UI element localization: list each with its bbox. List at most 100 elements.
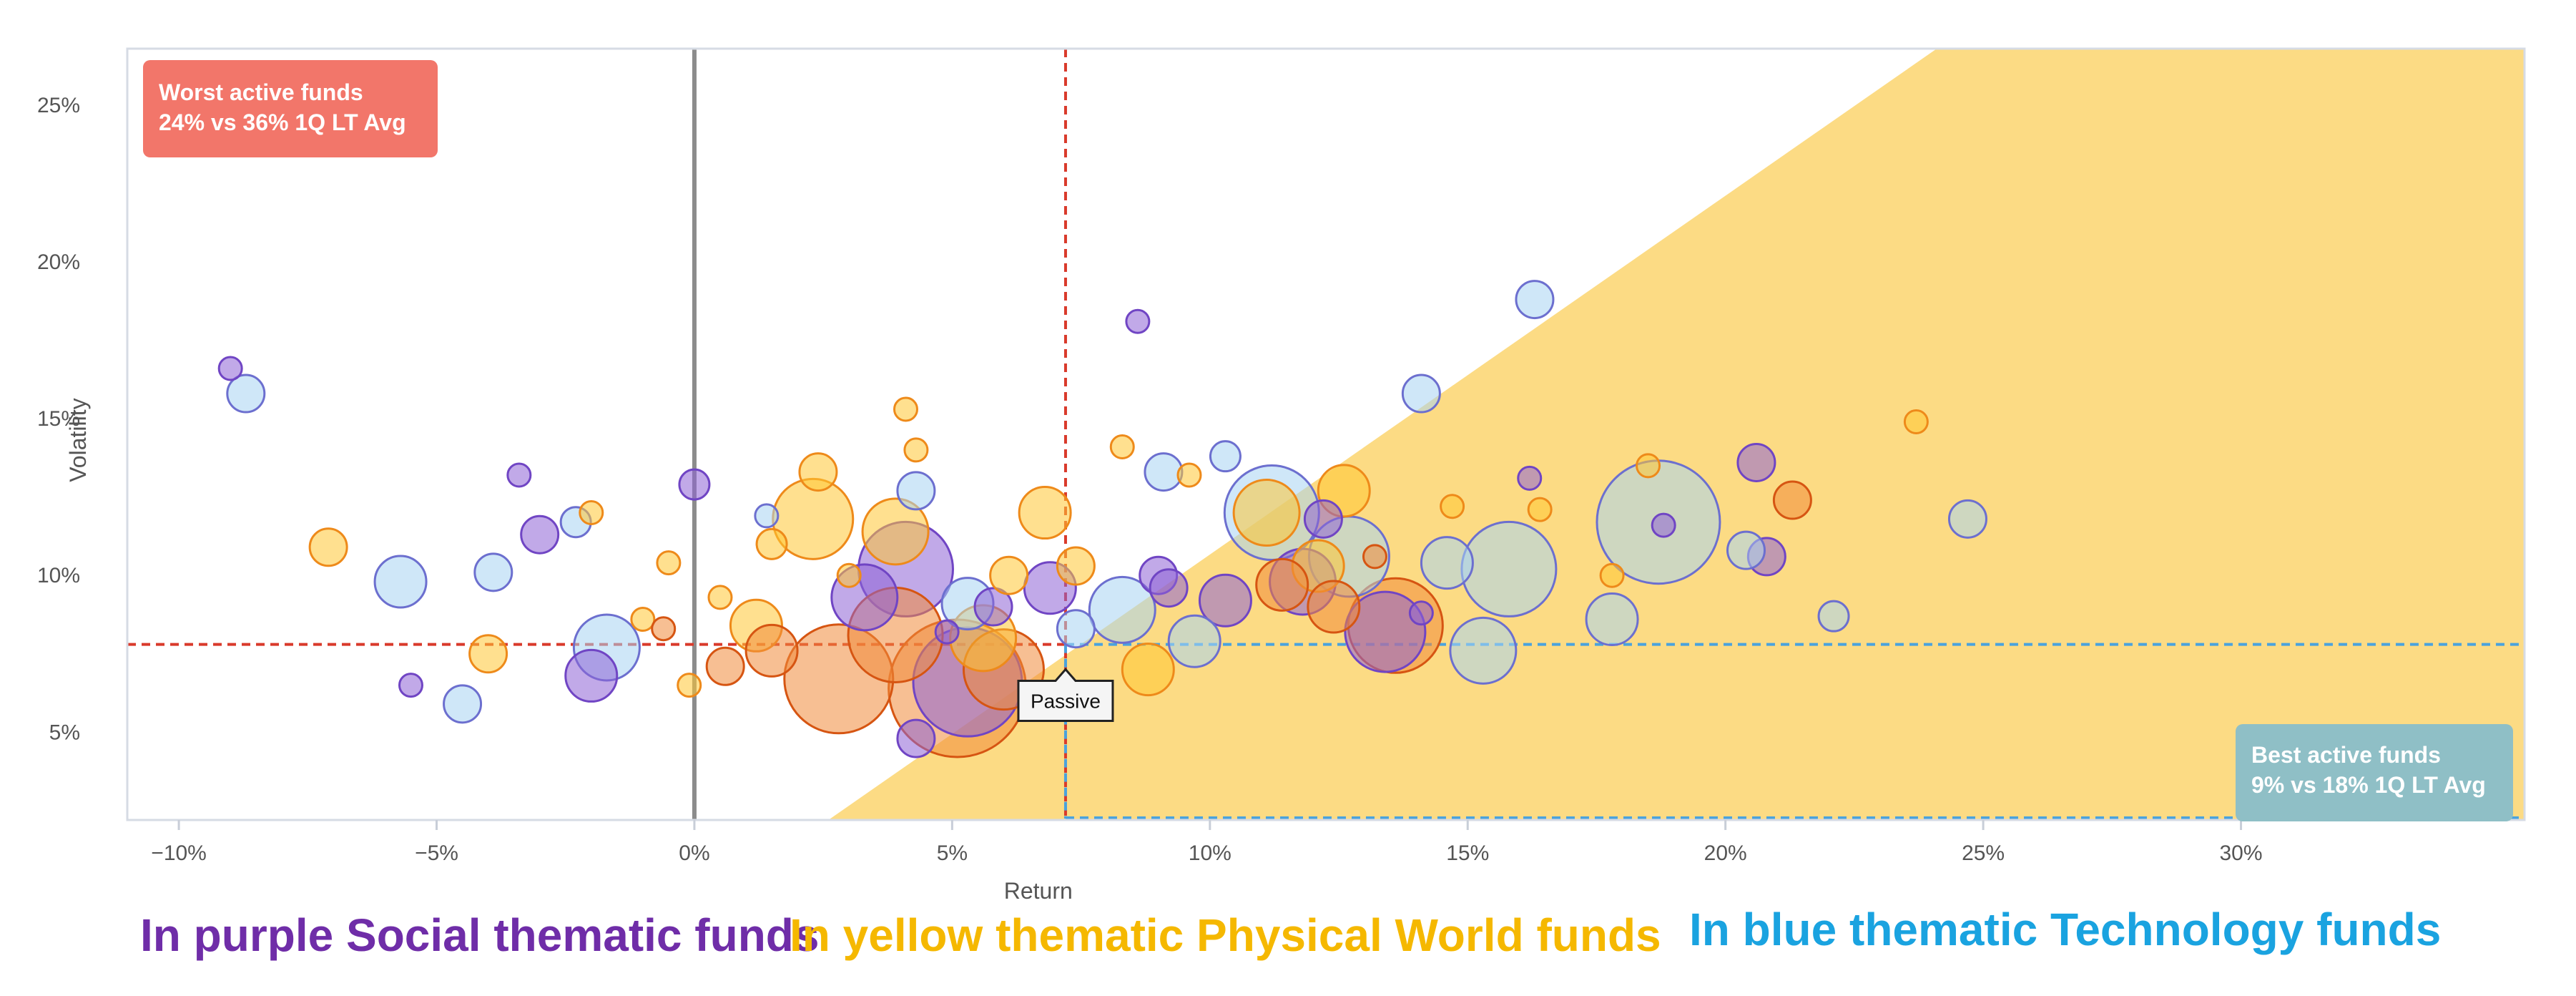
bubble-blue-6 — [754, 503, 780, 529]
caption-blue-technology: In blue thematic Technology funds — [1689, 904, 2442, 955]
passive-label: Passive — [1017, 668, 1114, 722]
plot-frame — [126, 47, 2526, 821]
bubble-purple-22 — [1651, 512, 1676, 538]
bubble-yellow-17 — [1018, 486, 1072, 540]
bubble-yellow-0 — [308, 527, 348, 567]
bubble-blue-1 — [373, 555, 428, 609]
bubble-orange-2 — [744, 623, 799, 678]
y-tick-label-2: 15% — [37, 407, 80, 431]
bubble-yellow-25 — [1440, 494, 1465, 519]
bubble-purple-13 — [1125, 308, 1151, 334]
bubble-yellow-6 — [707, 585, 733, 610]
bubble-purple-20 — [1408, 600, 1434, 626]
worst-annotation-line1: Worst active funds — [159, 79, 363, 105]
y-tick-label-4: 25% — [37, 94, 80, 117]
bubble-orange-11 — [1772, 480, 1812, 520]
bubble-purple-21 — [1517, 465, 1543, 491]
bubble-purple-11 — [973, 587, 1013, 627]
worst-active-funds-annotation: Worst active funds 24% vs 36% 1Q LT Avg — [143, 60, 438, 157]
bubble-yellow-27 — [1599, 562, 1625, 588]
bubble-blue-21 — [1585, 592, 1639, 647]
bubble-purple-19 — [1344, 590, 1427, 673]
bubble-blue-16 — [1401, 374, 1441, 414]
bubble-blue-13 — [1209, 440, 1242, 473]
bubble-blue-17 — [1420, 536, 1474, 590]
x-axis-label: Return — [1004, 878, 1073, 904]
bubble-yellow-2 — [579, 500, 604, 526]
bubble-orange-8 — [1307, 580, 1361, 634]
bubble-purple-16 — [1198, 573, 1252, 628]
bubble-purple-9 — [934, 619, 960, 645]
y-tick-label-1: 10% — [37, 564, 80, 587]
bubble-blue-12 — [1167, 614, 1221, 668]
y-axis-label: Volatility — [65, 398, 91, 482]
bubble-yellow-26 — [1527, 497, 1553, 522]
bubble-blue-2 — [443, 684, 483, 724]
y-tick-label-3: 20% — [37, 250, 80, 274]
x-tick-label-4: 10% — [1189, 841, 1232, 865]
bubble-orange-10 — [1362, 544, 1387, 570]
bubble-yellow-28 — [1636, 453, 1661, 479]
bubble-yellow-5 — [677, 673, 702, 698]
bubble-purple-2 — [506, 462, 532, 488]
best-active-funds-annotation: Best active funds 9% vs 18% 1Q LT Avg — [2236, 724, 2513, 821]
bubble-blue-25 — [1947, 499, 1987, 539]
best-annotation-line2: 9% vs 18% 1Q LT Avg — [2251, 772, 2486, 798]
x-tick-label-1: −5% — [415, 841, 458, 865]
bubble-yellow-20 — [1121, 643, 1175, 697]
bubble-blue-0 — [226, 374, 266, 414]
worst-annotation-line2: 24% vs 36% 1Q LT Avg — [159, 109, 406, 135]
best-zone-area — [828, 49, 2525, 820]
bubble-yellow-1 — [468, 634, 508, 674]
bubble-yellow-18 — [1056, 546, 1096, 586]
bubble-yellow-4 — [656, 550, 682, 576]
bubble-purple-8 — [896, 718, 936, 758]
x-tick-label-0: −10% — [151, 841, 207, 865]
bubble-yellow-13 — [893, 396, 918, 422]
bubble-yellow-16 — [989, 555, 1029, 595]
bubble-blue-11 — [1144, 452, 1184, 492]
bubble-yellow-8 — [755, 527, 788, 560]
x-tick-label-6: 20% — [1704, 841, 1747, 865]
bubble-purple-15 — [1149, 568, 1189, 608]
bubble-purple-1 — [398, 673, 423, 698]
bubble-purple-23 — [1736, 442, 1776, 482]
bubble-purple-18 — [1303, 499, 1343, 539]
bubble-blue-23 — [1726, 530, 1766, 570]
bubble-orange-0 — [651, 616, 677, 642]
bubble-yellow-29 — [1903, 409, 1929, 434]
x-tick-label-7: 25% — [1962, 841, 2005, 865]
caption-purple-social: In purple Social thematic funds — [140, 909, 820, 961]
bubble-blue-9 — [1056, 609, 1096, 649]
bubble-yellow-22 — [1232, 479, 1301, 547]
bubble-blue-24 — [1817, 600, 1850, 633]
bubble-chart: −10% −5% 0% 5% 10% 15% 20% 25% 30% 5% 10% 15% 20% 25%… — [37, 47, 2526, 904]
bubble-yellow-12 — [861, 497, 930, 566]
bubble-orange-7 — [1255, 557, 1309, 612]
bubble-yellow-21 — [1176, 462, 1202, 488]
bubble-yellow-10 — [798, 452, 838, 492]
bubble-purple-4 — [564, 648, 619, 703]
bubble-purple-0 — [217, 356, 243, 381]
x-tick-label-5: 15% — [1446, 841, 1489, 865]
bubble-yellow-11 — [836, 562, 862, 588]
bubble-purple-3 — [520, 514, 560, 555]
bubble-purple-5 — [678, 468, 711, 501]
bubble-yellow-19 — [1109, 434, 1135, 460]
y-tick-label-0: 5% — [49, 721, 80, 744]
bubble-blue-18 — [1449, 616, 1518, 685]
bubble-blue-3 — [473, 552, 513, 592]
bubble-blue-19 — [1460, 520, 1558, 617]
bubble-orange-1 — [705, 646, 745, 686]
x-tick-label-3: 5% — [937, 841, 968, 865]
bubble-blue-20 — [1515, 280, 1555, 320]
x-tick-label-8: 30% — [2220, 841, 2263, 865]
bubble-blue-10 — [1088, 575, 1156, 644]
best-annotation-line1: Best active funds — [2251, 742, 2441, 768]
caption-yellow-physical-world: In yellow thematic Physical World funds — [790, 909, 1661, 961]
bubble-yellow-14 — [903, 437, 929, 463]
bubble-yellow-3 — [630, 607, 656, 633]
bubble-blue-7 — [896, 471, 936, 511]
x-tick-label-2: 0% — [679, 841, 709, 865]
